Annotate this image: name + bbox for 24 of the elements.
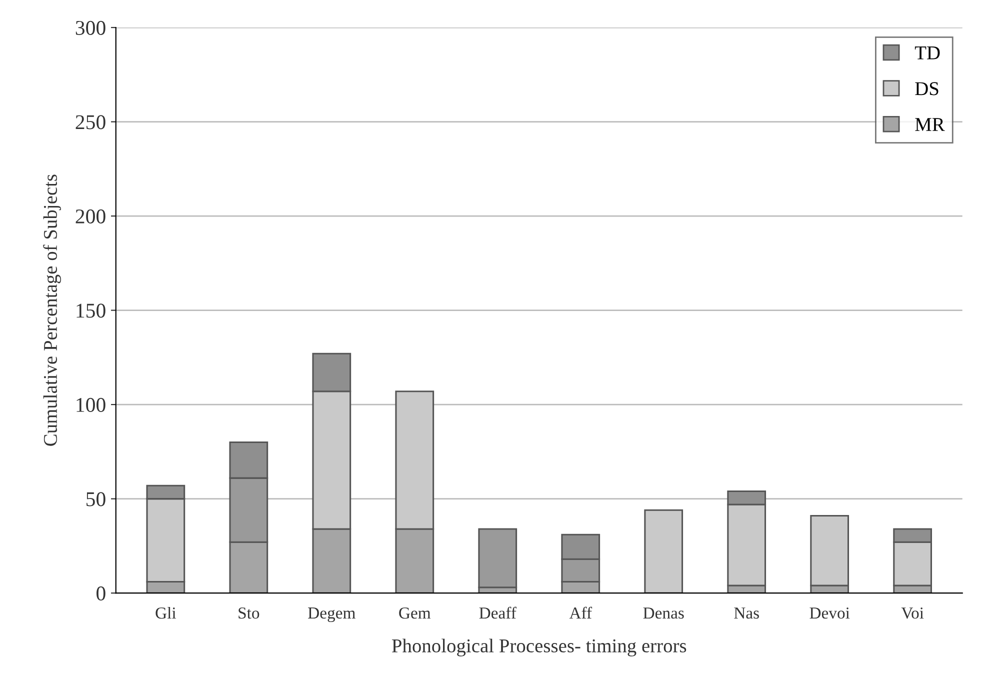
- x-tick-label: Devoi: [810, 607, 850, 619]
- y-tick-label: 150: [76, 304, 106, 318]
- legend-label: TD: [914, 46, 940, 60]
- legend-label: DS: [915, 82, 938, 96]
- x-tick-label: Voi: [901, 607, 924, 619]
- y-tick-label: 300: [76, 20, 106, 35]
- legend-label: MR: [915, 118, 945, 131]
- y-tick-label: 100: [76, 398, 106, 412]
- bar: [478, 528, 518, 588]
- y-tick-label: 250: [76, 115, 106, 130]
- y-tick-label: 0: [96, 586, 106, 600]
- x-tick-label: Denas: [643, 608, 684, 619]
- x-tick-label: Sto: [238, 607, 260, 619]
- x-tick-label: Gli: [156, 606, 176, 619]
- x-tick-label: Degem: [308, 608, 356, 622]
- y-tick-label: 50: [86, 492, 106, 506]
- x-tick-label: Deaff: [479, 606, 516, 619]
- x-tick-label: Gem: [399, 607, 431, 619]
- y-axis-title: Cumulative Percentage of Subjects: [43, 174, 62, 446]
- bar: [644, 509, 684, 594]
- x-tick-label: Aff: [569, 606, 592, 619]
- x-axis-title: Phonological Processes- timing errors: [392, 638, 686, 656]
- x-tick-label: Nas: [734, 608, 759, 619]
- y-tick-label: 200: [76, 209, 106, 224]
